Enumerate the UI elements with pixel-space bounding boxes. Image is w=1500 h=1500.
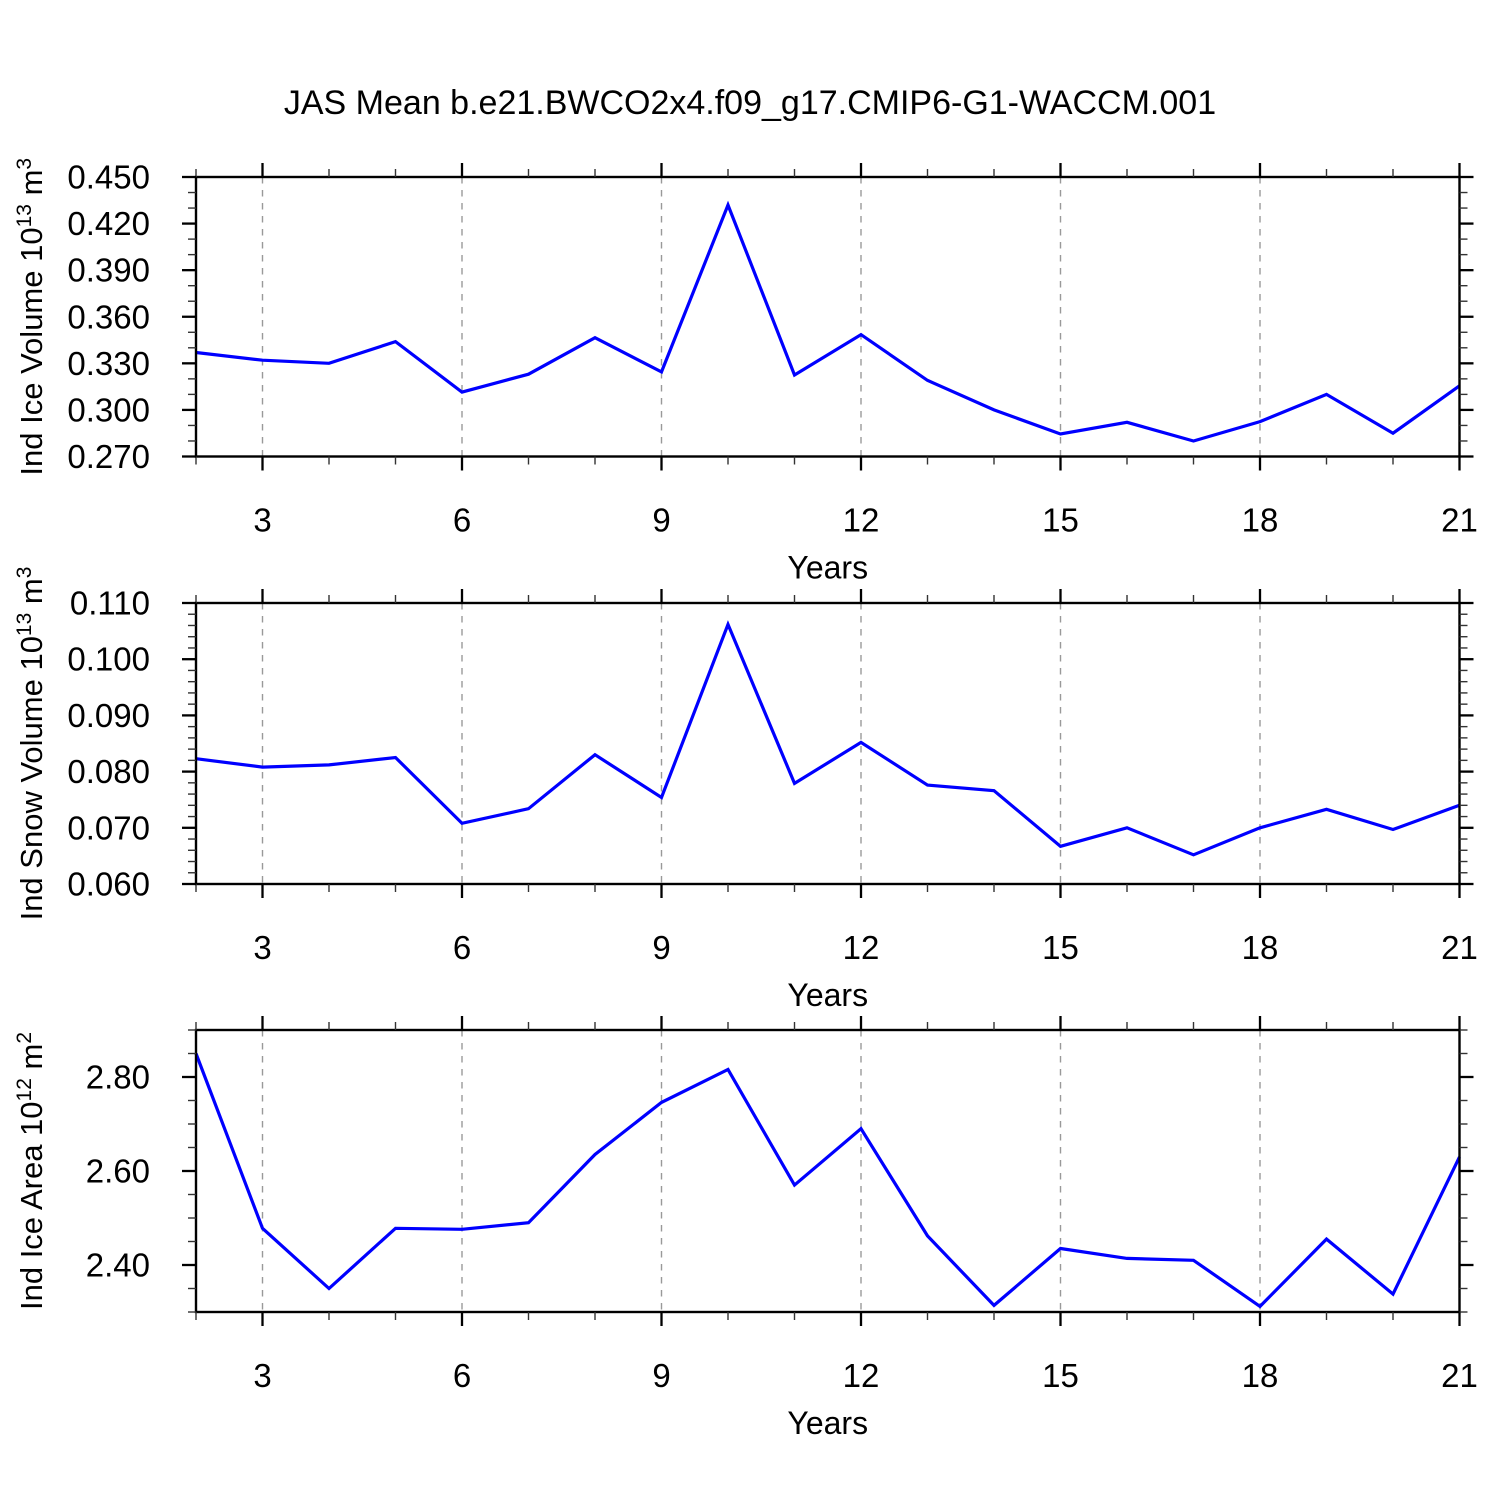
plot-frame [194, 601, 1461, 886]
x-tick-label: 12 [843, 929, 880, 966]
y-axis-title-ice-area: Ind Ice Area 1012 m2 [13, 1032, 49, 1310]
plot-frame [194, 1028, 1461, 1314]
y-tick-label: 0.110 [70, 585, 150, 622]
x-tick-label: 3 [253, 1357, 271, 1394]
x-tick-label: 15 [1042, 502, 1079, 539]
x-tick-label: 6 [453, 1357, 471, 1394]
series-line-ice-area [194, 1052, 1461, 1309]
x-tick-label: 9 [652, 1357, 670, 1394]
x-tick-labels: 3 6 9 12 15 18 21 [253, 929, 1478, 966]
y-tick-label: 0.070 [67, 809, 150, 846]
axis-ticks [182, 163, 1474, 471]
series-line-ice-volume [195, 200, 1461, 443]
x-axis-title: Years [787, 977, 868, 1013]
series-line-snow-volume [195, 620, 1461, 857]
y-tick-labels: 2.80 2.60 2.40 [86, 1059, 150, 1284]
x-tick-label: 21 [1441, 1357, 1478, 1394]
y-tick-labels: 0.450 0.420 0.390 0.360 0.330 0.300 0.270 [67, 159, 150, 476]
y-tick-label: 0.090 [67, 697, 150, 734]
x-tick-label: 18 [1242, 1357, 1279, 1394]
y-tick-labels: 0.110 0.100 0.090 0.080 0.070 0.060 [67, 585, 150, 903]
y-tick-label: 0.450 [67, 159, 150, 196]
figure-title: JAS Mean b.e21.BWCO2x4.f09_g17.CMIP6-G1-… [283, 84, 1217, 122]
y-tick-label: 0.300 [67, 391, 150, 428]
panel-ice-area: 2.80 2.60 2.40 3 6 9 12 15 18 21 Years Ind Ice Area… [13, 1016, 1478, 1441]
y-tick-label: 0.390 [67, 252, 150, 289]
y-tick-label: 0.420 [67, 205, 150, 242]
axis-ticks [182, 1016, 1474, 1326]
x-tick-label: 9 [652, 502, 670, 539]
x-tick-label: 15 [1042, 1357, 1079, 1394]
y-tick-label: 2.40 [86, 1247, 150, 1284]
y-tick-label: 0.100 [67, 641, 150, 678]
y-tick-label: 0.060 [67, 866, 150, 903]
y-tick-label: 2.80 [86, 1059, 150, 1096]
panel-ice-volume: 0.450 0.420 0.390 0.360 0.330 0.300 0.270 3 6 9 12… [13, 158, 1478, 586]
y-tick-label: 0.330 [67, 345, 150, 382]
gridlines [261, 1030, 1261, 1312]
x-tick-label: 6 [453, 929, 471, 966]
y-tick-label: 0.080 [67, 753, 150, 790]
plot-frame [194, 175, 1461, 458]
gridlines [261, 177, 1261, 457]
x-axis-title: Years [787, 550, 868, 586]
gridlines [261, 603, 1261, 884]
x-tick-labels: 3 6 9 12 15 18 21 [253, 502, 1478, 539]
y-tick-label: 0.270 [67, 438, 150, 475]
y-tick-label: 0.360 [67, 298, 150, 335]
x-tick-label: 18 [1242, 929, 1279, 966]
x-tick-label: 3 [253, 929, 271, 966]
x-tick-label: 9 [652, 929, 670, 966]
x-axis-title: Years [787, 1405, 868, 1441]
x-tick-label: 21 [1441, 929, 1478, 966]
y-axis-title-ice-volume: Ind Ice Volume 1013 m3 [13, 158, 49, 476]
x-tick-label: 18 [1242, 502, 1279, 539]
x-tick-label: 21 [1441, 502, 1478, 539]
x-tick-label: 15 [1042, 929, 1079, 966]
x-tick-label: 3 [253, 502, 271, 539]
x-tick-labels: 3 6 9 12 15 18 21 [253, 1357, 1478, 1394]
axis-ticks [182, 589, 1474, 898]
y-tick-label: 2.60 [86, 1153, 150, 1190]
x-tick-label: 12 [843, 1357, 880, 1394]
panel-snow-volume: 0.110 0.100 0.090 0.080 0.070 0.060 3 6 9 12 15 18 2… [13, 567, 1478, 1013]
x-tick-label: 6 [453, 502, 471, 539]
x-tick-label: 12 [843, 502, 880, 539]
y-axis-title-snow-volume: Ind Snow Volume 1013 m3 [13, 567, 49, 921]
